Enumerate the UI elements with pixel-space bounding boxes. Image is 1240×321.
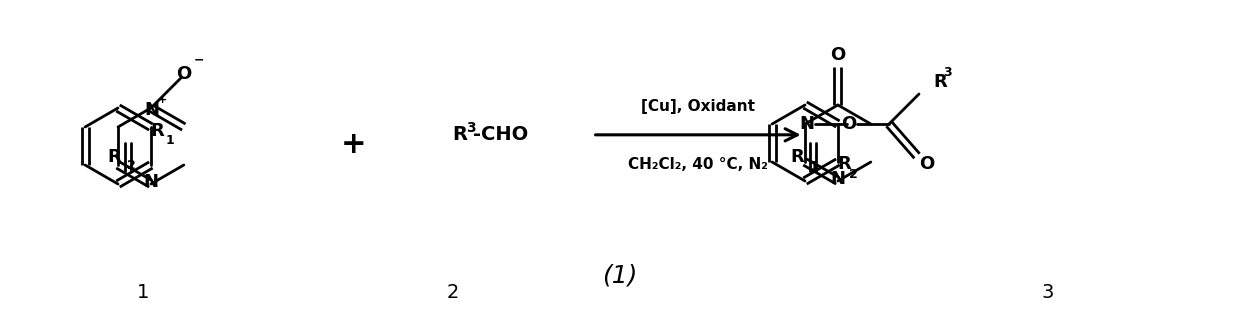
Text: R: R	[932, 73, 947, 91]
Text: R: R	[790, 148, 804, 166]
Text: -CHO: -CHO	[472, 125, 528, 144]
Text: 2: 2	[446, 283, 459, 302]
Text: 2: 2	[848, 168, 857, 180]
Text: O: O	[919, 155, 935, 173]
Text: (1): (1)	[603, 264, 637, 288]
Text: N: N	[144, 173, 159, 191]
Text: R: R	[837, 155, 851, 173]
Text: 1: 1	[166, 134, 175, 148]
Text: −: −	[193, 54, 205, 66]
Text: 1: 1	[136, 283, 149, 302]
Text: O: O	[176, 65, 191, 83]
Text: 1: 1	[810, 160, 818, 172]
Text: 3: 3	[466, 121, 476, 135]
Text: R: R	[150, 122, 164, 140]
Text: +: +	[341, 130, 366, 159]
Text: 3: 3	[942, 65, 951, 79]
Text: N: N	[800, 115, 815, 133]
Text: O: O	[842, 115, 857, 133]
Text: +: +	[159, 95, 167, 105]
Text: R: R	[453, 125, 467, 144]
Text: N: N	[831, 170, 846, 188]
Text: O: O	[831, 46, 846, 64]
Text: R: R	[107, 148, 122, 166]
Text: 3: 3	[1042, 283, 1054, 302]
Text: 2: 2	[126, 159, 135, 171]
Text: [Cu], Oxidant: [Cu], Oxidant	[641, 99, 755, 114]
Text: CH₂Cl₂, 40 °C, N₂: CH₂Cl₂, 40 °C, N₂	[629, 157, 768, 172]
Text: N: N	[144, 101, 160, 119]
